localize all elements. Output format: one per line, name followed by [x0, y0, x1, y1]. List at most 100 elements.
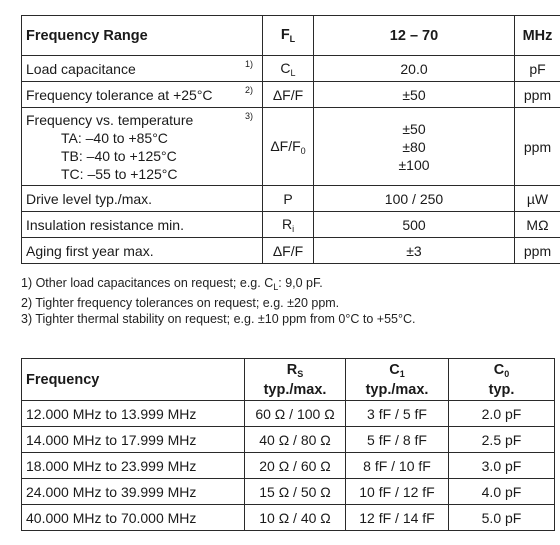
param-cell: Insulation resistance min. — [21, 211, 263, 238]
table-row: 12.000 MHz to 13.999 MHz 60 Ω / 100 Ω 3 … — [21, 400, 555, 427]
frequency-cell: 12.000 MHz to 13.999 MHz — [21, 400, 245, 427]
header-c1-note: typ./max. — [365, 381, 429, 398]
unit-cell: ppm — [514, 81, 560, 108]
table-row: 24.000 MHz to 39.999 MHz 15 Ω / 50 Ω 10 … — [21, 478, 555, 505]
header-c0-symbol: C — [493, 361, 505, 378]
header-frequency-range: Frequency Range — [21, 15, 263, 56]
c1-cell: 5 fF / 8 fF — [345, 426, 449, 453]
header-rs-symbol: R — [286, 361, 298, 378]
param-label: Drive level typ./max. — [26, 190, 153, 207]
symbol-main: ΔF/F — [270, 137, 301, 154]
value-cell: 20.0 — [313, 55, 515, 82]
c0-cell: 2.5 pF — [448, 426, 555, 453]
param-label: Load capacitance — [26, 60, 136, 77]
unit-cell: pF — [514, 55, 560, 82]
param-label: Frequency vs. temperature — [26, 111, 194, 128]
symbol-cell: ΔF/F0 — [262, 107, 314, 186]
header-unit: MHz — [514, 15, 560, 56]
rs-cell: 60 Ω / 100 Ω — [244, 400, 346, 427]
unit-cell: µW — [514, 185, 560, 212]
rs-cell: 15 Ω / 50 Ω — [244, 478, 346, 505]
value-ta: ±50 — [402, 120, 426, 137]
symbol-cell: ΔF/F — [262, 237, 314, 264]
rs-cell: 40 Ω / 80 Ω — [244, 426, 346, 453]
symbol-cell: P — [262, 185, 314, 212]
footnote-1-text: 1) Other load capacitances on request; e… — [21, 276, 274, 290]
c0-cell: 3.0 pF — [448, 452, 555, 479]
footnote-ref: 2) — [244, 85, 253, 95]
rs-cell: 20 Ω / 60 Ω — [244, 452, 346, 479]
symbol-cell: Ri — [262, 211, 314, 238]
header-c1-symbol: C — [389, 361, 400, 378]
param-label: Insulation resistance min. — [26, 216, 184, 233]
c1-cell: 12 fF / 14 fF — [345, 504, 449, 531]
c0-cell: 4.0 pF — [448, 478, 555, 505]
symbol-main: C — [280, 59, 291, 76]
frequency-cell: 40.000 MHz to 70.000 MHz — [21, 504, 245, 531]
header-rs-note: typ./max. — [263, 381, 327, 398]
unit-cell: MΩ — [514, 211, 560, 238]
freq-header-row: Frequency RS typ./max. C1 typ./max. C0 typ. — [21, 358, 555, 401]
temp-range-tc: TC: –55 to +125°C — [61, 165, 178, 182]
rs-cell: 10 Ω / 40 Ω — [244, 504, 346, 531]
footnote-1-end: : 9,0 pF. — [278, 276, 323, 290]
header-c0: C0 typ. — [448, 358, 555, 401]
header-range-value: 12 – 70 — [313, 15, 515, 56]
frequency-cell: 18.000 MHz to 23.999 MHz — [21, 452, 245, 479]
value-cell: 500 — [313, 211, 515, 238]
footnote-1-sub: L — [273, 282, 279, 292]
symbol-sub: 0 — [300, 145, 306, 156]
table-row: 40.000 MHz to 70.000 MHz 10 Ω / 40 Ω 12 … — [21, 504, 555, 531]
unit-cell: ppm — [514, 237, 560, 264]
footnote-ref: 1) — [244, 59, 253, 69]
c1-cell: 8 fF / 10 fF — [345, 452, 449, 479]
header-rs-sub: S — [297, 368, 304, 379]
symbol-cell: ΔF/F — [262, 81, 314, 108]
value-tb: ±80 — [402, 138, 426, 155]
header-c0-note: typ. — [488, 381, 515, 398]
param-cell: Frequency vs. temperature TA: –40 to +85… — [21, 107, 263, 186]
value-tc: ±100 — [398, 156, 430, 173]
specifications-table: Frequency Range FL 12 – 70 MHz Load capa… — [21, 15, 560, 264]
temp-range-ta: TA: –40 to +85°C — [61, 129, 168, 146]
symbol-sub: i — [292, 223, 295, 234]
c0-cell: 2.0 pF — [448, 400, 555, 427]
header-symbol-main: F — [280, 27, 290, 43]
spec-row-frequency-tolerance: Frequency tolerance at +25°C 2) ΔF/F ±50 … — [21, 81, 560, 108]
temp-range-tb: TB: –40 to +125°C — [61, 147, 177, 164]
param-cell: Aging first year max. — [21, 237, 263, 264]
footnote-2: 2) Tighter frequency tolerances on reque… — [21, 296, 340, 310]
header-symbol-sub: L — [289, 34, 296, 44]
spec-header-row: Frequency Range FL 12 – 70 MHz — [21, 15, 560, 56]
header-c0-sub: 0 — [504, 368, 510, 379]
frequency-parameters-table: Frequency RS typ./max. C1 typ./max. C0 typ.… — [21, 358, 555, 531]
spec-row-frequency-vs-temperature: Frequency vs. temperature TA: –40 to +85… — [21, 107, 560, 186]
header-c1: C1 typ./max. — [345, 358, 449, 401]
value-cell: ±50 — [313, 81, 515, 108]
spec-row-load-capacitance: Load capacitance 1) CL 20.0 pF — [21, 55, 560, 82]
table-row: 14.000 MHz to 17.999 MHz 40 Ω / 80 Ω 5 f… — [21, 426, 555, 453]
frequency-cell: 24.000 MHz to 39.999 MHz — [21, 478, 245, 505]
header-c1-sub: 1 — [399, 368, 405, 379]
value-cell: 100 / 250 — [313, 185, 515, 212]
c1-cell: 10 fF / 12 fF — [345, 478, 449, 505]
symbol-main: R — [281, 215, 293, 232]
param-label: Frequency tolerance at +25°C — [26, 86, 213, 103]
footnote-1: 1) Other load capacitances on request; e… — [21, 275, 415, 295]
symbol-sub: L — [290, 67, 296, 78]
unit-cell: ppm — [514, 107, 560, 186]
frequency-cell: 14.000 MHz to 17.999 MHz — [21, 426, 245, 453]
value-cell: ±50 ±80 ±100 — [313, 107, 515, 186]
value-cell: ±3 — [313, 237, 515, 264]
param-cell: Drive level typ./max. — [21, 185, 263, 212]
footnotes: 1) Other load capacitances on request; e… — [21, 275, 415, 327]
header-rs: RS typ./max. — [244, 358, 346, 401]
spec-row-insulation-resistance: Insulation resistance min. Ri 500 MΩ — [21, 211, 560, 238]
header-symbol: FL — [262, 15, 314, 56]
footnote-ref: 3) — [244, 111, 253, 121]
c1-cell: 3 fF / 5 fF — [345, 400, 449, 427]
spec-row-drive-level: Drive level typ./max. P 100 / 250 µW — [21, 185, 560, 212]
param-label: Aging first year max. — [26, 242, 154, 259]
table-row: 18.000 MHz to 23.999 MHz 20 Ω / 60 Ω 8 f… — [21, 452, 555, 479]
spec-row-aging: Aging first year max. ΔF/F ±3 ppm — [21, 237, 560, 264]
